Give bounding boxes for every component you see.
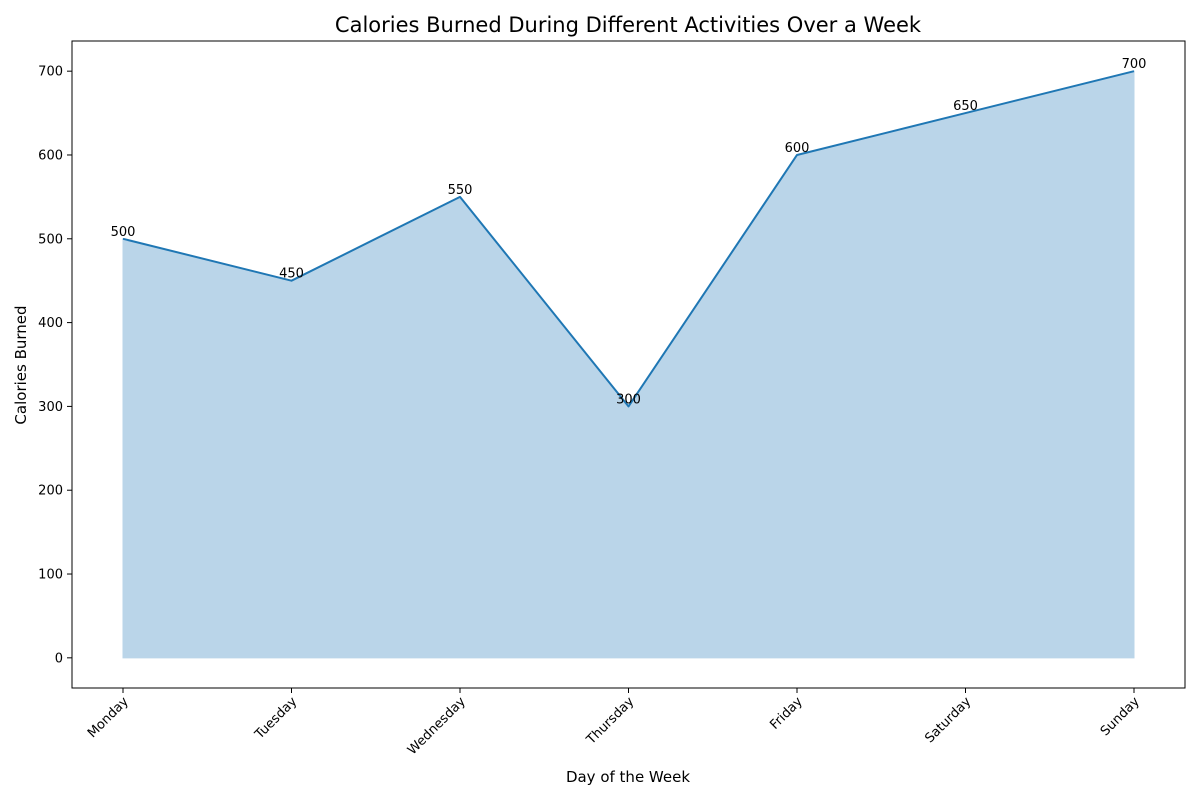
axes-frame bbox=[71, 40, 1186, 689]
plot-area bbox=[122, 70, 1135, 659]
y-tick-label: 500 bbox=[38, 232, 63, 247]
y-tick-label: 200 bbox=[38, 484, 63, 499]
y-tick-label: 600 bbox=[38, 148, 63, 163]
y-tick-label: 400 bbox=[38, 316, 63, 331]
data-label-monday: 500 bbox=[111, 225, 136, 240]
data-label-saturday: 650 bbox=[953, 99, 978, 114]
y-tick-label: 0 bbox=[55, 651, 63, 666]
data-label-thursday: 300 bbox=[616, 392, 641, 407]
data-label-friday: 600 bbox=[785, 141, 810, 156]
data-labels: 500 450 550 300 600 650 700 bbox=[111, 57, 1147, 407]
data-label-wednesday: 550 bbox=[448, 183, 473, 198]
y-axis-ticks: 0 100 200 300 400 500 600 700 bbox=[38, 65, 72, 666]
chart-title: Calories Burned During Different Activit… bbox=[335, 13, 922, 37]
y-tick-label: 700 bbox=[38, 65, 63, 80]
data-label-sunday: 700 bbox=[1122, 57, 1147, 72]
data-label-tuesday: 450 bbox=[279, 267, 304, 282]
y-tick-label: 300 bbox=[38, 400, 63, 415]
y-axis-label: Calories Burned bbox=[12, 305, 30, 424]
y-tick-label: 100 bbox=[38, 568, 63, 583]
x-axis-label: Day of the Week bbox=[566, 768, 690, 786]
